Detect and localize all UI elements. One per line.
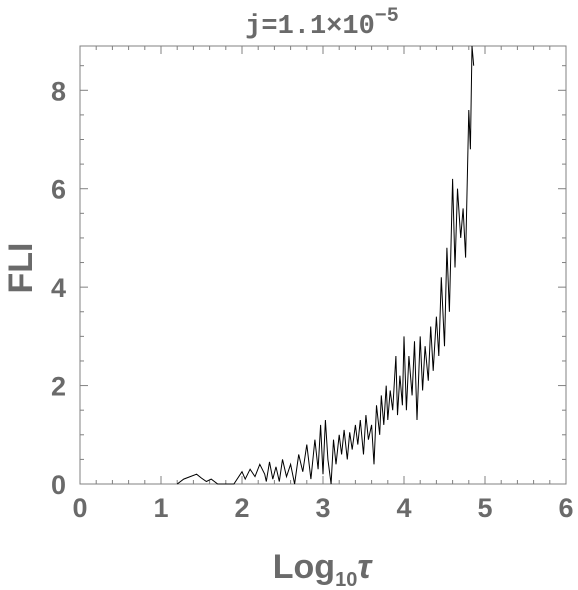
y-axis-label: FLI	[2, 243, 40, 294]
series-line-fli	[176, 45, 475, 485]
x-tick-label: 2	[234, 493, 249, 523]
y-tick-label: 8	[51, 76, 66, 106]
x-tick-labels: 0 1 2 3 4 5 6	[72, 493, 573, 523]
x-axis-label-var: τ	[357, 548, 373, 586]
y-tick-label: 0	[51, 470, 66, 500]
chart-title: j=1.1×10−5	[245, 5, 399, 42]
x-axis-label: Log10τ	[273, 548, 374, 590]
x-tick-label: 6	[558, 493, 573, 523]
y-tick-label: 6	[51, 175, 66, 205]
x-axis-label-sub: 10	[335, 569, 357, 590]
chart-title-main: j=1.1×10	[245, 12, 375, 42]
y-ticks	[80, 65, 566, 485]
y-tick-label: 4	[51, 273, 66, 303]
y-tick-labels: 0 2 4 6 8	[51, 76, 66, 500]
x-axis-label-main: Log	[273, 548, 335, 586]
chart-title-exponent: −5	[375, 5, 399, 28]
y-tick-label: 2	[51, 372, 66, 402]
x-tick-label: 4	[396, 493, 411, 523]
x-tick-label: 3	[315, 493, 330, 523]
x-tick-label: 0	[72, 493, 87, 523]
x-tick-label: 5	[477, 493, 492, 523]
x-ticks	[79, 46, 567, 484]
plot-frame	[79, 45, 567, 485]
x-tick-label: 1	[153, 493, 168, 523]
